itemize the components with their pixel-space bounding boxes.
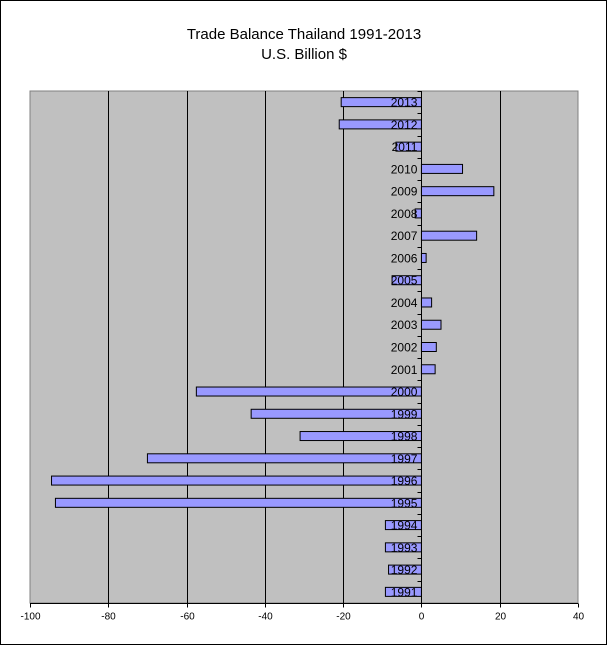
- x-tick-label--80: -80: [101, 612, 116, 623]
- bar-2003: [420, 319, 442, 330]
- category-label-1993: 1993: [391, 541, 418, 555]
- bar-1997: [146, 453, 422, 464]
- bar-1995: [54, 497, 422, 508]
- category-label-2002: 2002: [391, 341, 418, 355]
- category-label-1996: 1996: [391, 474, 418, 488]
- bar-2007: [420, 230, 478, 241]
- category-label-1997: 1997: [391, 452, 418, 466]
- x-tick-label-0: 0: [419, 612, 425, 623]
- x-tick-label--60: -60: [180, 612, 195, 623]
- x-tick-label-40: 40: [573, 612, 585, 623]
- chart-title: Trade Balance Thailand 1991-2013: [187, 26, 421, 43]
- x-tick-label--100: -100: [20, 612, 40, 623]
- category-label-1995: 1995: [391, 496, 418, 510]
- x-tick-label-20: 20: [495, 612, 507, 623]
- x-tick-label--40: -40: [258, 612, 273, 623]
- bars: [51, 97, 495, 597]
- bar-2001: [420, 364, 436, 375]
- category-label-1998: 1998: [391, 430, 418, 444]
- category-label-2008: 2008: [391, 207, 418, 221]
- chart-subtitle: U.S. Billion $: [261, 46, 348, 63]
- bar-2000: [195, 386, 422, 397]
- bar-2002: [420, 342, 437, 352]
- plot-area: [29, 90, 579, 604]
- category-labels: 1991 1992 1993 1994 1995 1996 1997 1998 1999 2000…: [391, 96, 418, 600]
- category-label-1999: 1999: [391, 407, 418, 421]
- y-axis: [417, 91, 422, 604]
- category-label-2004: 2004: [391, 296, 418, 310]
- category-label-2003: 2003: [391, 318, 418, 332]
- category-label-2011: 2011: [392, 140, 418, 154]
- category-label-2009: 2009: [391, 185, 418, 199]
- category-label-1992: 1992: [391, 563, 418, 577]
- category-label-1994: 1994: [391, 519, 418, 533]
- bar-2009: [420, 186, 495, 197]
- category-label-1991: 1991: [391, 585, 418, 599]
- category-label-2000: 2000: [391, 385, 418, 399]
- category-label-2006: 2006: [391, 251, 418, 265]
- bar-2006: [420, 252, 427, 263]
- category-label-2005: 2005: [391, 274, 418, 288]
- bar-2004: [420, 297, 433, 308]
- bar-2010: [420, 163, 464, 174]
- category-label-2010: 2010: [391, 162, 418, 176]
- category-label-2001: 2001: [391, 363, 418, 377]
- category-label-2007: 2007: [391, 229, 418, 243]
- category-label-2012: 2012: [391, 118, 418, 132]
- x-axis: -100 -80 -60 -40 -20 0 20 40: [20, 603, 585, 623]
- category-label-2013: 2013: [391, 96, 418, 110]
- x-tick-label--20: -20: [336, 612, 351, 623]
- bar-1996: [51, 475, 422, 486]
